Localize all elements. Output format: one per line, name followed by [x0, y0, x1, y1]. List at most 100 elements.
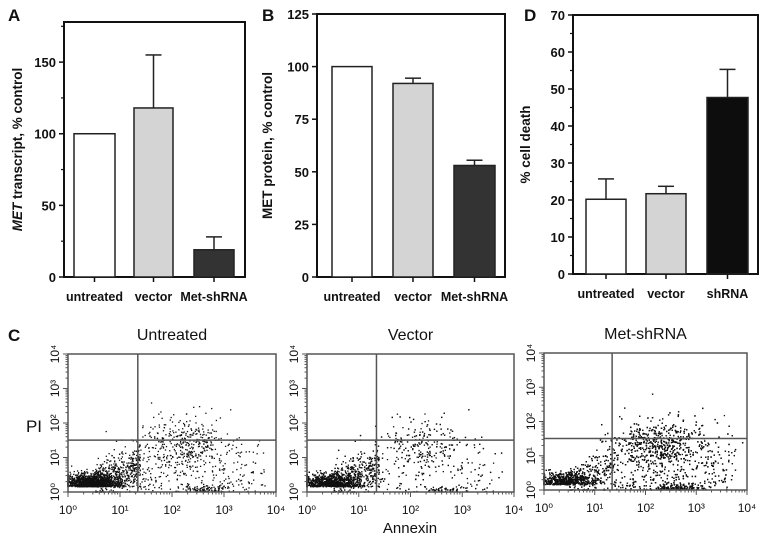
scatter-point	[111, 466, 113, 469]
scatter-point	[333, 479, 336, 481]
scatter-point	[108, 477, 111, 480]
scatter-point	[477, 474, 480, 476]
scatter-point	[387, 483, 390, 486]
scatter-point	[82, 475, 85, 477]
scatter-point	[321, 479, 323, 481]
scatter-point	[228, 487, 230, 489]
scatter-point	[80, 478, 82, 481]
scatter-point	[119, 474, 121, 477]
scatter-point	[69, 474, 71, 477]
scatter-point	[317, 479, 319, 482]
scatter-point	[211, 429, 214, 431]
scatter-point	[121, 451, 123, 453]
scatter-point	[315, 476, 317, 478]
scatter-point	[445, 487, 447, 489]
scatter-point	[378, 464, 380, 466]
scatter-point	[474, 438, 476, 440]
scatter-point	[358, 484, 361, 486]
scatter-point	[119, 466, 122, 468]
scatter-point	[200, 482, 203, 484]
scatter-point	[244, 464, 246, 467]
scatter-point	[438, 465, 440, 468]
scatter-point	[205, 490, 207, 492]
scatter-point	[138, 463, 141, 466]
scatter-point	[260, 484, 263, 486]
scatter-point	[193, 440, 195, 442]
scatter-point	[141, 481, 143, 483]
scatter-point	[315, 470, 318, 472]
scatter-point	[211, 484, 214, 486]
scatter-point	[202, 487, 204, 489]
scatter-point	[398, 448, 400, 450]
scatter-point	[132, 451, 134, 453]
scatter-point	[228, 477, 230, 480]
scatter-point	[168, 460, 170, 463]
scatter-point	[83, 486, 86, 488]
scatter-point	[395, 432, 397, 434]
scatter-point	[402, 427, 404, 429]
scatter-point	[448, 444, 450, 446]
scatter-point	[83, 480, 85, 482]
scatter-point	[408, 454, 411, 457]
scatter-point	[107, 478, 110, 480]
scatter-point	[465, 490, 468, 492]
scatter-point	[96, 472, 98, 474]
scatter-point	[131, 486, 134, 488]
scatter-point	[253, 479, 255, 481]
scatter-point	[124, 484, 126, 486]
scatter-point	[201, 451, 203, 454]
scatter-point	[90, 482, 92, 484]
scatter-point	[353, 481, 355, 483]
scatter-point	[181, 437, 184, 440]
scatter-point	[119, 472, 121, 474]
scatter-point	[336, 475, 338, 477]
x-tick-label: 10¹	[111, 503, 128, 517]
scatter-point	[181, 447, 184, 449]
scatter-point	[219, 486, 221, 488]
scatter-point	[87, 481, 89, 484]
scatter-point	[113, 468, 116, 471]
scatter-point	[187, 461, 189, 464]
scatter-point	[215, 489, 217, 492]
scatter-point	[331, 481, 334, 483]
scatter-point	[113, 486, 116, 488]
scatter-point	[131, 469, 133, 471]
scatter-point	[202, 440, 204, 442]
scatter-point	[191, 446, 193, 448]
scatter-point	[128, 475, 130, 478]
scatter-point	[160, 447, 162, 449]
scatter-point	[481, 436, 483, 438]
scatter-point	[261, 484, 264, 486]
scatter-point	[236, 468, 238, 471]
scatter-point	[104, 477, 107, 479]
scatter-point	[90, 480, 92, 483]
scatter-point	[145, 445, 147, 447]
scatter-point	[125, 472, 128, 474]
scatter-point	[157, 432, 159, 435]
scatter-point	[368, 467, 370, 470]
scatter-point	[256, 445, 259, 447]
scatter-point	[116, 473, 118, 476]
scatter-point	[160, 460, 163, 462]
scatter-point	[442, 450, 444, 452]
scatter-point	[357, 468, 359, 470]
y-tick-label: 10²	[48, 414, 62, 431]
y-tick-label: 0	[558, 267, 565, 282]
scatter-point	[179, 456, 181, 459]
scatter-point	[344, 482, 346, 485]
scatter-point	[176, 461, 179, 463]
flow-plot-title: Untreated	[137, 327, 207, 344]
scatter-point	[227, 444, 229, 447]
scatter-point	[364, 466, 366, 468]
scatter-point	[235, 452, 237, 455]
scatter-point	[75, 481, 78, 483]
scatter-point	[112, 490, 114, 492]
scatter-point	[73, 480, 75, 482]
scatter-point	[121, 478, 123, 481]
scatter-point	[405, 474, 407, 476]
scatter-point	[85, 479, 87, 481]
scatter-point	[389, 436, 391, 439]
scatter-point	[140, 449, 142, 451]
scatter-point	[202, 425, 204, 427]
